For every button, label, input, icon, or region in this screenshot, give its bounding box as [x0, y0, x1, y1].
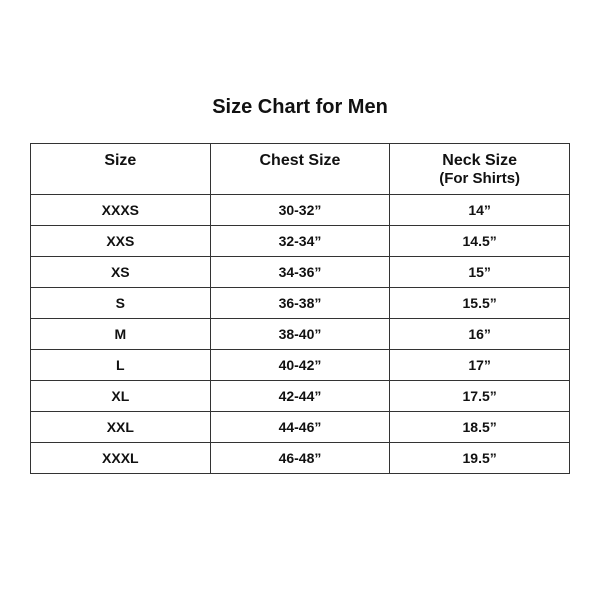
- neck-cell: 18.5”: [389, 411, 570, 443]
- chest-cell: 46-48”: [209, 442, 391, 474]
- size-cell: L: [30, 349, 211, 381]
- size-cell: M: [30, 318, 211, 350]
- chest-cell: 42-44”: [209, 380, 391, 412]
- neck-cell: 19.5”: [389, 442, 570, 474]
- neck-cell: 14.5”: [389, 225, 570, 257]
- size-cell: XS: [30, 256, 211, 288]
- header-row: Size Chest Size Neck Size (For Shirts): [30, 143, 570, 195]
- header-chest: Chest Size: [209, 143, 391, 195]
- neck-cell: 17.5”: [389, 380, 570, 412]
- size-cell: XL: [30, 380, 211, 412]
- chest-cell: 34-36”: [209, 256, 391, 288]
- size-chart-table: Size Chest Size Neck Size (For Shirts) XX…: [30, 143, 570, 474]
- table-row: XXS 32-34” 14.5”: [30, 225, 570, 257]
- chest-cell: 36-38”: [209, 287, 391, 319]
- chest-cell: 38-40”: [209, 318, 391, 350]
- neck-cell: 14”: [389, 194, 570, 226]
- table-row: XXL 44-46” 18.5”: [30, 411, 570, 443]
- header-size: Size: [30, 143, 211, 195]
- size-cell: XXXS: [30, 194, 211, 226]
- neck-cell: 16”: [389, 318, 570, 350]
- chest-cell: 40-42”: [209, 349, 391, 381]
- size-cell: S: [30, 287, 211, 319]
- table-row: XL 42-44” 17.5”: [30, 380, 570, 412]
- chest-cell: 30-32”: [209, 194, 391, 226]
- table-row: L 40-42” 17”: [30, 349, 570, 381]
- chest-cell: 32-34”: [209, 225, 391, 257]
- neck-cell: 17”: [389, 349, 570, 381]
- page-title: Size Chart for Men: [212, 96, 388, 118]
- header-chest-label: Chest Size: [259, 152, 341, 169]
- table-row: XXXS 30-32” 14”: [30, 194, 570, 226]
- header-size-label: Size: [104, 152, 137, 169]
- neck-cell: 15”: [389, 256, 570, 288]
- size-cell: XXXL: [30, 442, 211, 474]
- chest-cell: 44-46”: [209, 411, 391, 443]
- header-neck: Neck Size (For Shirts): [389, 143, 570, 195]
- table-row: S 36-38” 15.5”: [30, 287, 570, 319]
- table-row: XS 34-36” 15”: [30, 256, 570, 288]
- neck-cell: 15.5”: [389, 287, 570, 319]
- table-row: XXXL 46-48” 19.5”: [30, 442, 570, 474]
- header-neck-sublabel: (For Shirts): [439, 170, 521, 187]
- size-cell: XXS: [30, 225, 211, 257]
- size-cell: XXL: [30, 411, 211, 443]
- table-row: M 38-40” 16”: [30, 318, 570, 350]
- header-neck-label: Neck Size: [442, 152, 517, 169]
